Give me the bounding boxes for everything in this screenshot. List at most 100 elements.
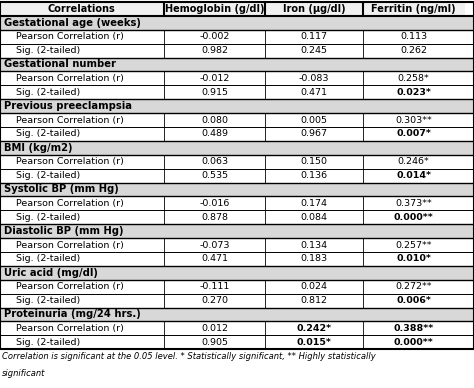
Bar <box>265 155 363 169</box>
Bar <box>164 294 265 308</box>
Text: 0.015*: 0.015* <box>297 338 331 347</box>
Text: 0.134: 0.134 <box>301 241 328 249</box>
Bar <box>0 43 164 57</box>
Text: Sig. (2-tailed): Sig. (2-tailed) <box>4 213 80 222</box>
Text: 0.174: 0.174 <box>301 199 328 208</box>
Text: Ferritin (ng/ml): Ferritin (ng/ml) <box>371 4 456 14</box>
Text: 0.080: 0.080 <box>201 116 228 125</box>
Bar <box>265 169 363 182</box>
Text: Pearson Correlation (r): Pearson Correlation (r) <box>4 157 124 166</box>
Bar <box>265 294 363 308</box>
Text: 0.262: 0.262 <box>400 46 427 55</box>
Bar <box>363 252 465 266</box>
Bar <box>164 71 265 85</box>
Text: 0.915: 0.915 <box>201 88 228 97</box>
Text: 0.024: 0.024 <box>301 282 328 291</box>
Bar <box>0 210 164 224</box>
Text: -0.073: -0.073 <box>199 241 230 249</box>
Bar <box>0 335 164 349</box>
Bar <box>0 196 164 210</box>
Text: Sig. (2-tailed): Sig. (2-tailed) <box>4 46 80 55</box>
Text: 0.010*: 0.010* <box>396 255 431 263</box>
Text: Proteinuria (mg/24 hrs.): Proteinuria (mg/24 hrs.) <box>4 310 141 319</box>
Bar <box>363 127 465 141</box>
Text: 0.373**: 0.373** <box>395 199 432 208</box>
Bar <box>265 30 363 43</box>
Text: Correlation is significant at the 0.05 level. * Statistically significant, ** Hi: Correlation is significant at the 0.05 l… <box>2 352 376 361</box>
Bar <box>363 294 465 308</box>
Bar <box>0 224 474 238</box>
Bar <box>363 210 465 224</box>
Text: 0.812: 0.812 <box>301 296 328 305</box>
Text: 0.023*: 0.023* <box>396 88 431 97</box>
Text: 0.014*: 0.014* <box>396 171 431 180</box>
Bar <box>0 182 474 196</box>
Bar <box>164 210 265 224</box>
Text: Iron (μg/dl): Iron (μg/dl) <box>283 4 346 14</box>
Bar <box>0 2 164 16</box>
Bar <box>265 321 363 335</box>
Text: -0.012: -0.012 <box>199 74 230 83</box>
Text: 0.005: 0.005 <box>301 116 328 125</box>
Bar <box>363 85 465 99</box>
Text: 0.063: 0.063 <box>201 157 228 166</box>
Bar <box>0 169 164 182</box>
Bar <box>0 57 474 71</box>
Bar <box>363 280 465 294</box>
Text: Pearson Correlation (r): Pearson Correlation (r) <box>4 324 124 333</box>
Bar <box>265 196 363 210</box>
Text: Pearson Correlation (r): Pearson Correlation (r) <box>4 282 124 291</box>
Bar <box>0 127 164 141</box>
Text: 0.113: 0.113 <box>400 32 427 41</box>
Text: 0.000**: 0.000** <box>394 338 433 347</box>
Bar <box>363 30 465 43</box>
Bar <box>363 321 465 335</box>
Bar <box>363 196 465 210</box>
Text: 0.982: 0.982 <box>201 46 228 55</box>
Text: 0.303**: 0.303** <box>395 116 432 125</box>
Bar <box>164 321 265 335</box>
Text: Sig. (2-tailed): Sig. (2-tailed) <box>4 171 80 180</box>
Text: Sig. (2-tailed): Sig. (2-tailed) <box>4 338 80 347</box>
Text: -0.111: -0.111 <box>199 282 230 291</box>
Text: 0.258*: 0.258* <box>398 74 429 83</box>
Bar <box>164 169 265 182</box>
Text: 0.084: 0.084 <box>301 213 328 222</box>
Bar <box>0 155 164 169</box>
Bar <box>164 238 265 252</box>
Bar <box>0 321 164 335</box>
Bar <box>363 2 465 16</box>
Text: 0.242*: 0.242* <box>296 324 332 333</box>
Bar <box>0 308 474 321</box>
Bar <box>164 2 265 16</box>
Text: Pearson Correlation (r): Pearson Correlation (r) <box>4 116 124 125</box>
Text: Hemoglobin (g/dl): Hemoglobin (g/dl) <box>165 4 264 14</box>
Bar <box>265 280 363 294</box>
Text: Pearson Correlation (r): Pearson Correlation (r) <box>4 74 124 83</box>
Bar <box>0 266 474 280</box>
Text: significant: significant <box>2 369 46 378</box>
Text: -0.016: -0.016 <box>199 199 230 208</box>
Bar <box>0 141 474 155</box>
Bar <box>164 85 265 99</box>
Bar <box>363 169 465 182</box>
Bar <box>265 127 363 141</box>
Text: Pearson Correlation (r): Pearson Correlation (r) <box>4 199 124 208</box>
Bar <box>0 85 164 99</box>
Text: 0.246*: 0.246* <box>398 157 429 166</box>
Text: Uric acid (mg/dl): Uric acid (mg/dl) <box>4 268 98 278</box>
Bar <box>164 196 265 210</box>
Text: 0.270: 0.270 <box>201 296 228 305</box>
Bar <box>164 30 265 43</box>
Bar <box>363 155 465 169</box>
Bar <box>0 30 164 43</box>
Text: 0.535: 0.535 <box>201 171 228 180</box>
Bar <box>265 43 363 57</box>
Text: Sig. (2-tailed): Sig. (2-tailed) <box>4 296 80 305</box>
Bar <box>164 252 265 266</box>
Text: Pearson Correlation (r): Pearson Correlation (r) <box>4 32 124 41</box>
Text: 0.000**: 0.000** <box>394 213 433 222</box>
Bar <box>0 99 474 113</box>
Text: BMI (kg/m2): BMI (kg/m2) <box>4 143 73 153</box>
Text: 0.257**: 0.257** <box>395 241 432 249</box>
